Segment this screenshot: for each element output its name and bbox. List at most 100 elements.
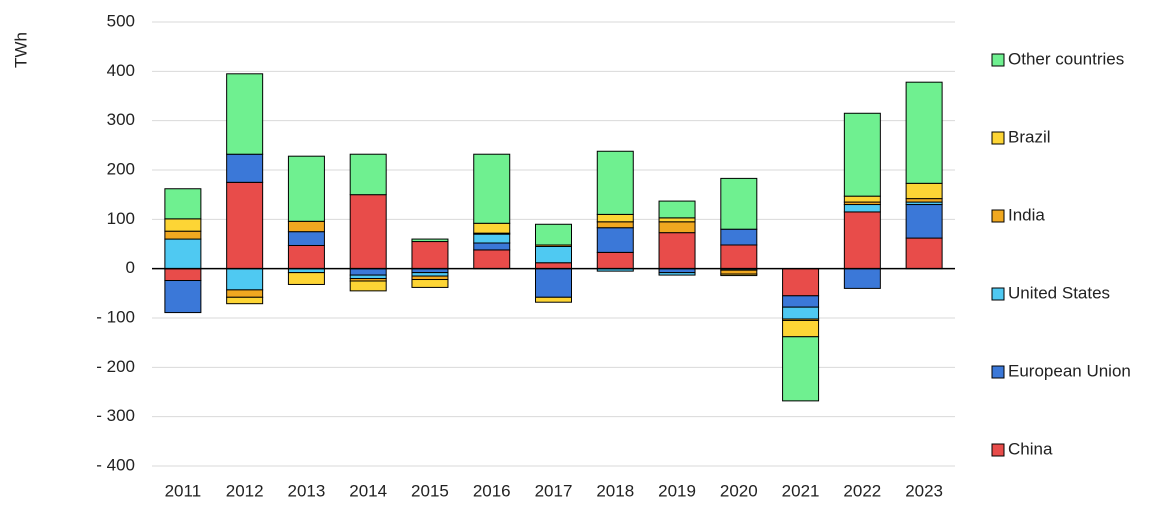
bar-segment <box>720 269 758 275</box>
bar-segment <box>164 188 202 220</box>
bar-segment <box>720 228 758 246</box>
bar-segment <box>226 153 264 183</box>
bar-segment <box>349 153 387 196</box>
bar-segment <box>658 221 696 234</box>
bar-segment <box>473 242 511 251</box>
bar-segment <box>287 155 325 222</box>
legend-swatch <box>991 365 1005 379</box>
bar-segment <box>287 244 325 270</box>
bar-segment <box>349 274 387 280</box>
bar-segment <box>535 268 572 298</box>
bar-segment <box>843 211 881 270</box>
legend-swatch <box>991 209 1005 223</box>
legend-swatch <box>991 131 1005 145</box>
bar-segment <box>411 241 449 270</box>
bar-segment <box>720 244 758 270</box>
bar-segment <box>782 306 820 320</box>
bar-segment <box>658 217 696 223</box>
bar-segment <box>658 232 696 270</box>
y-tick-label: 0 <box>126 258 135 277</box>
legend-swatch <box>991 443 1005 457</box>
x-tick-label: 2023 <box>905 481 943 500</box>
bar-segment <box>596 221 634 229</box>
legend-label: United States <box>1008 283 1110 302</box>
bar-segment <box>596 213 634 223</box>
y-tick-label: 500 <box>107 11 135 30</box>
y-tick-label: - 100 <box>96 307 135 326</box>
bar-segment <box>535 223 572 246</box>
legend-label: Brazil <box>1008 127 1051 146</box>
bar-segment <box>164 268 202 282</box>
bar-segment <box>473 233 511 244</box>
bar-segment <box>164 238 202 270</box>
x-tick-label: 2021 <box>782 481 820 500</box>
bar-segment <box>473 249 511 270</box>
bar-segment <box>596 227 634 253</box>
bar-segment <box>782 336 820 402</box>
bar-segment <box>843 112 881 197</box>
bar-segment <box>905 237 943 270</box>
legend-label: European Union <box>1008 361 1131 380</box>
x-tick-label: 2020 <box>720 481 758 500</box>
bar-segment <box>287 220 325 233</box>
bar-segment <box>349 268 387 276</box>
bar-segment <box>782 295 820 308</box>
x-tick-label: 2014 <box>349 481 387 500</box>
bar-segment <box>843 195 881 203</box>
y-axis-label: TWh <box>11 32 30 68</box>
legend-label: China <box>1008 439 1053 458</box>
bar-segment <box>782 268 820 297</box>
bar-segment <box>226 73 264 155</box>
bar-segment <box>596 150 634 215</box>
bar-segment <box>226 289 264 298</box>
x-tick-label: 2022 <box>843 481 881 500</box>
bar-segment <box>164 218 202 232</box>
bar-segment <box>905 182 943 200</box>
bar-segment <box>905 81 943 184</box>
bar-segment <box>535 296 572 303</box>
bar-segment <box>596 251 634 270</box>
bar-segment <box>411 238 449 243</box>
bar-segment <box>411 275 449 281</box>
bar-segment <box>226 181 264 270</box>
x-tick-label: 2018 <box>596 481 634 500</box>
bar-segment <box>658 272 696 276</box>
bar-segment <box>473 222 511 234</box>
x-tick-label: 2013 <box>288 481 326 500</box>
bar-segment <box>226 268 264 291</box>
bar-segment <box>473 153 511 224</box>
legend-label: Other countries <box>1008 49 1124 68</box>
legend-swatch <box>991 287 1005 301</box>
bar-segment <box>782 319 820 338</box>
bar-segment <box>349 194 387 270</box>
bar-segment <box>287 231 325 246</box>
bar-segment <box>843 268 881 289</box>
x-tick-label: 2016 <box>473 481 511 500</box>
bar-segment <box>349 280 387 292</box>
x-tick-label: 2015 <box>411 481 449 500</box>
bar-segment <box>535 245 572 264</box>
bar-segment <box>905 204 943 239</box>
bar-segment <box>411 272 449 277</box>
bar-segment <box>287 272 325 285</box>
bar-segment <box>720 273 758 277</box>
x-tick-label: 2011 <box>165 481 202 500</box>
bar-segment <box>164 280 202 314</box>
y-tick-label: 100 <box>107 209 135 228</box>
y-tick-label: - 300 <box>96 406 135 425</box>
bar-segment <box>164 230 202 240</box>
bar-segment <box>843 204 881 213</box>
y-tick-label: - 200 <box>96 357 135 376</box>
y-tick-label: - 400 <box>96 455 135 474</box>
bar-segment <box>226 296 264 305</box>
x-tick-label: 2019 <box>658 481 696 500</box>
x-tick-label: 2012 <box>226 481 264 500</box>
legend-swatch <box>991 53 1005 67</box>
bar-segment <box>658 200 696 219</box>
y-tick-label: 300 <box>107 110 135 129</box>
bar-segment <box>905 198 943 203</box>
x-tick-label: 2017 <box>535 481 573 500</box>
y-tick-label: 200 <box>107 159 135 178</box>
bar-segment <box>535 262 572 270</box>
